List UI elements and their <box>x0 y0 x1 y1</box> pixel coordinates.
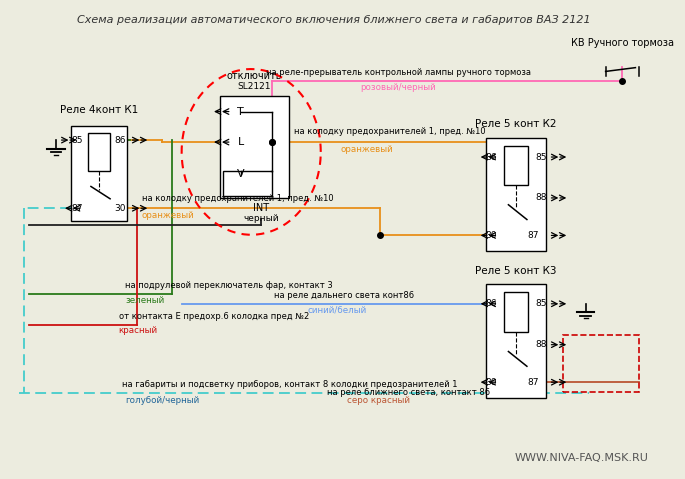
Text: красный: красный <box>119 326 158 335</box>
Bar <box>220 96 289 198</box>
Text: на реле дальнего света конт86: на реле дальнего света конт86 <box>275 291 414 300</box>
Text: 86: 86 <box>114 136 126 145</box>
Text: 87: 87 <box>72 204 83 213</box>
Text: на колодку предохранителей 1, пред. №10: на колодку предохранителей 1, пред. №10 <box>142 194 334 203</box>
Text: Схема реализации автоматического включения ближнего света и габаритов ВАЗ 2121: Схема реализации автоматического включен… <box>77 15 591 24</box>
Text: оранжевый: оранжевый <box>340 145 393 154</box>
Text: Реле 5 конт К2: Реле 5 конт К2 <box>475 119 557 129</box>
Text: 87: 87 <box>527 378 538 387</box>
Text: Реле 4конт К1: Реле 4конт К1 <box>60 105 138 115</box>
Text: 88: 88 <box>536 194 547 203</box>
Text: INT: INT <box>253 204 269 214</box>
Text: WWW.NIVA-FAQ.MSK.RU: WWW.NIVA-FAQ.MSK.RU <box>515 453 649 463</box>
Text: 86: 86 <box>486 299 497 308</box>
Text: SL2121: SL2121 <box>238 81 271 91</box>
Text: зеленый: зеленый <box>125 296 164 305</box>
Text: оранжевый: оранжевый <box>142 211 195 220</box>
Text: на колодку предохранителей 1, пред. №10: на колодку предохранителей 1, пред. №10 <box>295 127 486 136</box>
Text: от контакта Е предохр.6 колодка пред №2: от контакта Е предохр.6 колодка пред №2 <box>119 312 309 321</box>
Text: L: L <box>238 137 244 147</box>
Text: T: T <box>237 106 244 116</box>
Text: 30: 30 <box>486 378 497 387</box>
Text: 85: 85 <box>72 136 83 145</box>
Text: на реле ближнего света, контакт 86: на реле ближнего света, контакт 86 <box>327 388 490 397</box>
Text: черный: черный <box>244 215 279 223</box>
Bar <box>88 134 110 171</box>
Bar <box>486 137 546 251</box>
Text: Реле 5 конт К3: Реле 5 конт К3 <box>475 266 557 276</box>
Text: 85: 85 <box>536 299 547 308</box>
Text: на габариты и подсветку приборов, контакт 8 колодки предозранителей 1: на габариты и подсветку приборов, контак… <box>122 380 458 389</box>
Bar <box>486 285 546 398</box>
Text: голубой/черный: голубой/черный <box>125 396 199 405</box>
Text: 87: 87 <box>527 231 538 240</box>
Text: серо красный: серо красный <box>347 396 410 405</box>
Bar <box>71 126 127 220</box>
Bar <box>223 171 272 196</box>
Text: 30: 30 <box>486 231 497 240</box>
Bar <box>562 335 638 392</box>
Text: синий/белый: синий/белый <box>308 306 366 314</box>
Text: розовый/черный: розовый/черный <box>360 83 436 92</box>
Bar <box>504 146 528 185</box>
Text: 85: 85 <box>536 152 547 161</box>
Bar <box>504 293 528 332</box>
Text: 30: 30 <box>114 204 126 213</box>
Text: 88: 88 <box>536 340 547 349</box>
Text: на подрулевой переключатель фар, контакт 3: на подрулевой переключатель фар, контакт… <box>125 281 333 290</box>
Text: КВ Ручного тормоза: КВ Ручного тормоза <box>571 38 673 48</box>
Text: на реле-прерыватель контрольной лампы ручного тормоза: на реле-прерыватель контрольной лампы ру… <box>266 68 532 77</box>
Text: отключить: отключить <box>227 71 282 81</box>
Text: V: V <box>237 169 245 179</box>
Text: 86: 86 <box>486 152 497 161</box>
